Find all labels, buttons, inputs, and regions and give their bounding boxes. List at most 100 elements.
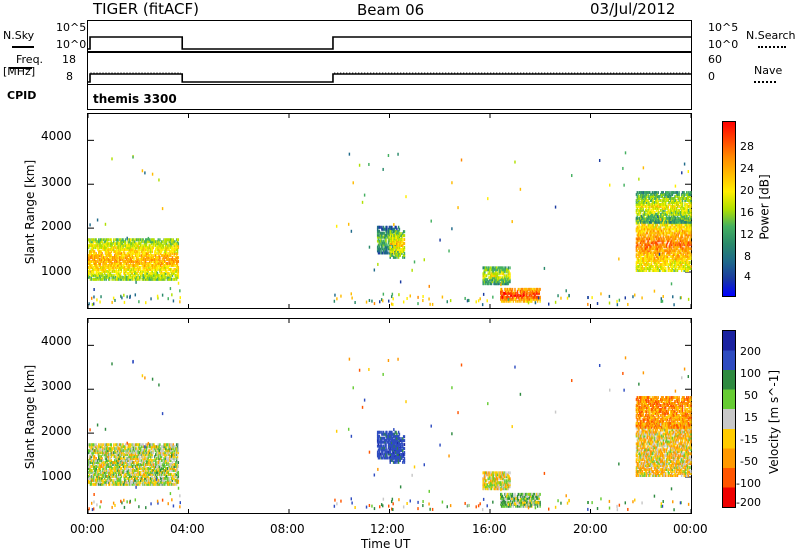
power-echo-cell <box>91 246 93 250</box>
velocity-echo-cell <box>380 436 382 440</box>
velocity-echo-cell <box>144 482 146 486</box>
velocity-echo-cell <box>116 447 118 451</box>
power-echo-cell <box>163 242 165 246</box>
velocity-echo-cell <box>105 459 108 463</box>
velocity-echo-cell <box>117 457 119 461</box>
power-echo-cell <box>139 258 142 262</box>
velocity-echo-cell <box>156 470 159 474</box>
power-echo-cell <box>92 238 94 242</box>
velocity-echo-cell <box>168 447 170 451</box>
power-echo-cell <box>129 244 132 248</box>
velocity-echo-cell <box>133 447 135 451</box>
velocity-echo-cell <box>121 447 123 451</box>
velocity-echo-cell <box>129 459 132 463</box>
velocity-echo-cell <box>127 451 129 455</box>
power-echo-cell <box>98 240 101 244</box>
power-echo-cell <box>103 242 106 246</box>
velocity-echo-cell <box>144 478 146 482</box>
velocity-echo-cell <box>153 482 155 486</box>
power-echo-cell <box>166 265 169 269</box>
power-echo-cell <box>93 254 96 258</box>
velocity-echo-cell <box>115 447 118 451</box>
velocity-echo-cell <box>132 453 134 457</box>
velocity-echo-cell <box>153 478 155 482</box>
power-echo-cell <box>118 269 120 273</box>
velocity-echo-cell <box>108 457 110 461</box>
power-echo-cell <box>169 254 171 258</box>
power-echo-cell <box>98 242 101 246</box>
power-echo-cell <box>381 235 384 239</box>
velocity-echo-cell <box>98 478 101 482</box>
power-echo-cell <box>156 261 159 265</box>
velocity-echo-cell <box>98 466 100 470</box>
velocity-echo-cell <box>102 478 104 482</box>
velocity-echo-cell <box>90 457 92 461</box>
velocity-echo-cell <box>124 465 126 469</box>
power-echo-cell <box>377 239 380 243</box>
power-echo-cell <box>158 248 160 252</box>
power-echo-cell <box>384 235 386 239</box>
power-echo-cell <box>98 261 101 265</box>
power-echo-cell <box>93 240 95 244</box>
velocity-echo-cell <box>129 443 132 447</box>
velocity-echo-cell <box>162 470 164 474</box>
power-echo-cell <box>134 244 137 248</box>
power-echo-cell <box>110 254 113 258</box>
velocity-echo-cell <box>129 451 132 455</box>
power-echo-cell <box>170 275 172 279</box>
velocity-echo-cell <box>517 492 520 496</box>
power-echo-cell <box>118 260 121 264</box>
velocity-echo-cell <box>93 451 95 455</box>
power-echo-cell <box>126 252 128 256</box>
velocity-echo-cell <box>139 474 142 478</box>
velocity-echo-cell <box>98 459 100 463</box>
power-echo-cell <box>129 258 131 262</box>
velocity-echo-cell <box>98 447 101 451</box>
velocity-echo-cell <box>172 453 175 457</box>
power-echo-cell <box>119 273 122 277</box>
velocity-echo-cell <box>100 482 102 486</box>
velocity-echo-cell <box>165 455 168 459</box>
power-echo-cell <box>145 252 148 256</box>
velocity-echo-cell <box>155 457 158 461</box>
power-echo-cell <box>170 269 172 273</box>
velocity-echo-cell <box>144 480 146 484</box>
velocity-echo-cell <box>136 457 139 461</box>
power-echo-cell <box>391 230 393 234</box>
power-echo-cell <box>124 248 126 252</box>
power-echo-cell <box>91 273 93 277</box>
power-echo-cell <box>158 260 160 264</box>
power-echo-cell <box>377 249 380 253</box>
velocity-echo-cell <box>175 472 177 476</box>
velocity-echo-cell <box>127 466 129 470</box>
power-echo-cell <box>403 234 406 238</box>
velocity-echo-cell <box>166 451 169 455</box>
power-echo-cell <box>88 263 91 267</box>
power-echo-cell <box>117 244 119 248</box>
power-echo-cell <box>128 242 130 246</box>
power-echo-cell <box>169 240 171 244</box>
velocity-echo-cell <box>123 445 125 449</box>
velocity-echo-cell <box>126 472 128 476</box>
velocity-echo-cell <box>165 451 167 455</box>
power-echo-cell <box>376 239 379 243</box>
velocity-echo-cell <box>173 463 175 467</box>
velocity-echo-cell <box>118 478 121 482</box>
power-echo-cell <box>165 271 167 275</box>
power-echo-cell <box>145 240 148 244</box>
velocity-echo-cell <box>142 451 144 455</box>
power-echo-cell <box>129 260 132 264</box>
power-echo-cell <box>164 273 166 277</box>
power-echo-cell <box>99 252 102 256</box>
velocity-echo-cell <box>89 482 92 486</box>
velocity-echo-cell <box>101 457 103 461</box>
power-echo-cell <box>166 258 169 262</box>
power-echo-cell <box>91 248 93 252</box>
power-echo-cell <box>113 250 115 254</box>
velocity-echo-cell <box>154 470 156 474</box>
power-echo-cell <box>124 273 127 277</box>
velocity-echo-cell <box>88 476 90 480</box>
power-echo-cell <box>154 267 156 271</box>
velocity-echo-cell <box>104 451 107 455</box>
velocity-echo-cell <box>165 461 167 465</box>
